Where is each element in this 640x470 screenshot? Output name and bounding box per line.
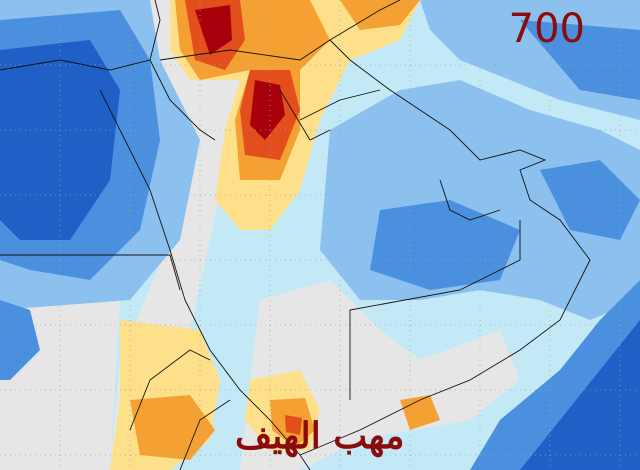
level-label: 700	[509, 6, 585, 52]
coastlines	[0, 0, 591, 470]
watermark: مهب الهيف	[235, 415, 404, 458]
region-dark-red	[250, 80, 285, 140]
region-deep-blue	[520, 320, 640, 470]
region-orange	[130, 395, 215, 460]
region-red	[285, 415, 302, 435]
region-mid-blue	[370, 200, 520, 290]
region-mid-blue	[0, 300, 40, 380]
region-orange	[400, 395, 440, 430]
region-dark-red	[195, 5, 232, 55]
region-mid-blue	[540, 160, 640, 240]
